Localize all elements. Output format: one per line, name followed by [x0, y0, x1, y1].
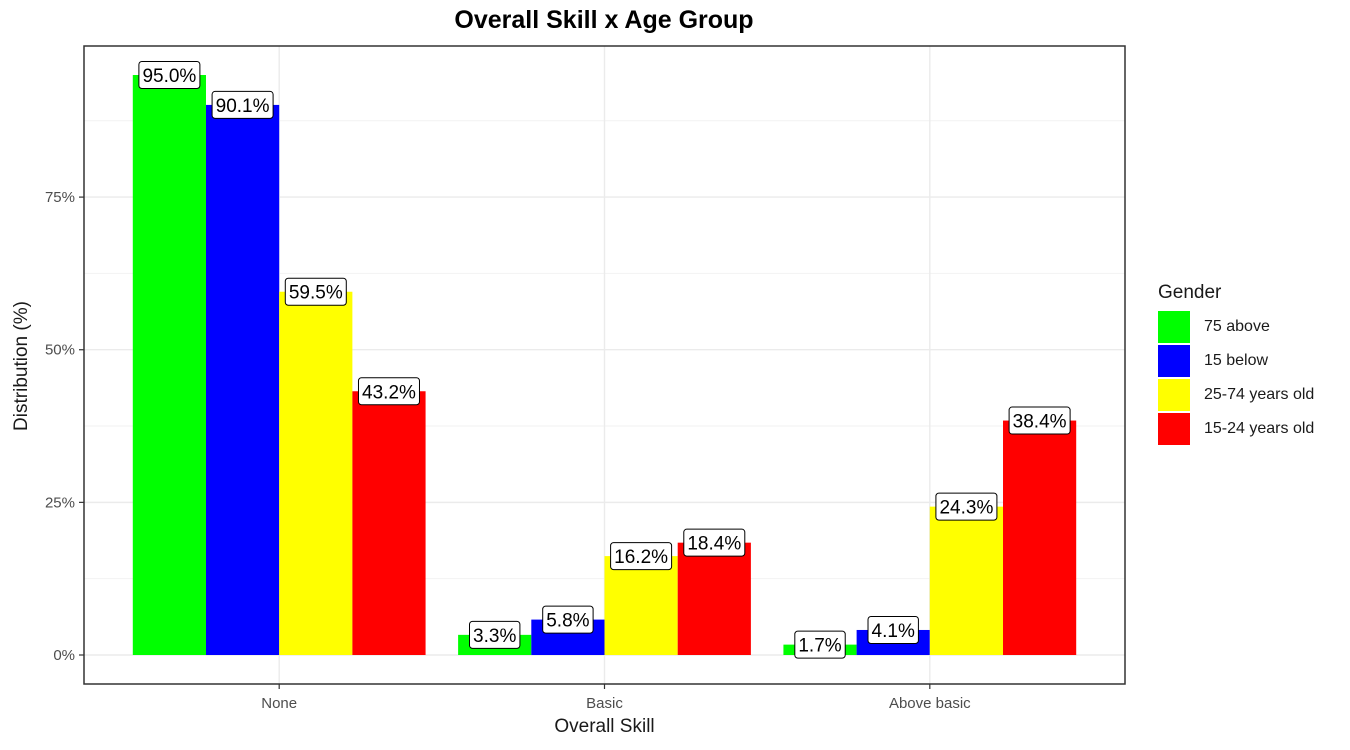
data-label: 4.1%: [872, 621, 915, 642]
bar: [279, 291, 353, 655]
data-label: 1.7%: [798, 636, 841, 657]
data-label: 16.2%: [614, 547, 668, 568]
data-label: 43.2%: [362, 382, 416, 403]
y-tick-label: 50%: [45, 342, 75, 359]
data-label: 3.3%: [473, 626, 516, 647]
data-label-box: [542, 605, 594, 634]
data-label-box: [610, 542, 673, 571]
legend-item: 75 above: [1158, 310, 1314, 344]
y-axis-label: Distribution (%): [11, 301, 32, 431]
legend-key-swatch: [1158, 311, 1190, 343]
data-label-box: [357, 377, 420, 406]
data-label: 5.8%: [546, 611, 589, 632]
legend-label: 15-24 years old: [1204, 420, 1315, 437]
data-label: 18.4%: [687, 534, 741, 555]
y-tick-label: 25%: [45, 494, 75, 511]
data-label-box: [1008, 406, 1071, 435]
bars: [132, 75, 1077, 656]
data-label-box: [284, 277, 347, 306]
data-label-box: [935, 492, 998, 521]
legend-title: Gender: [1158, 282, 1222, 303]
x-tick-label: Basic: [586, 695, 623, 712]
data-label-box: [138, 61, 201, 89]
bar: [205, 104, 280, 656]
data-label-box: [469, 620, 521, 649]
data-label: 95.0%: [142, 66, 196, 87]
legend-item: 25-74 years old: [1158, 378, 1314, 412]
axes: 0% 25% 50% 75% None Basic Above basic: [45, 189, 971, 712]
data-label: 90.1%: [216, 96, 270, 117]
bar: [352, 391, 426, 655]
bar: [677, 542, 751, 655]
legend-label: 15 below: [1204, 352, 1269, 369]
legend-key-swatch: [1158, 379, 1190, 411]
y-tick-label: 75%: [45, 189, 75, 206]
legend-item: 15 below: [1158, 344, 1314, 378]
data-label-box: [867, 615, 919, 644]
x-axis-label: Overall Skill: [554, 716, 655, 737]
legend-label: 75 above: [1204, 318, 1270, 335]
data-label-box: [683, 528, 746, 557]
data-label-box: [794, 630, 846, 659]
x-tick-label: None: [261, 695, 297, 712]
bar: [929, 506, 1004, 655]
data-labels: 95.0% 3.3% 1.7% 90.1% 5.8% 4.1% 59.5% 16.2% 24.3…: [138, 61, 1071, 659]
bar: [132, 75, 206, 655]
legend-label: 25-74 years old: [1204, 386, 1315, 403]
legend-key-swatch: [1158, 413, 1190, 445]
legend-key-swatch: [1158, 345, 1190, 377]
legend-item: 15-24 years old: [1158, 412, 1314, 446]
chart-title: Overall Skill x Age Group: [454, 6, 754, 34]
data-label: 24.3%: [939, 498, 993, 519]
y-tick-label: 0%: [53, 647, 75, 664]
legend-items: 75 above 15 below 25-74 years old 15-24 yea…: [1158, 310, 1314, 446]
bar: [1003, 420, 1077, 655]
x-tick-label: Above basic: [889, 695, 971, 712]
data-label-box: [211, 90, 274, 119]
bar: [604, 556, 678, 655]
data-label: 38.4%: [1013, 412, 1067, 433]
data-label: 59.5%: [289, 283, 343, 304]
legend: Gender 75 above 15 below 25-74 years old 15…: [1158, 282, 1314, 446]
